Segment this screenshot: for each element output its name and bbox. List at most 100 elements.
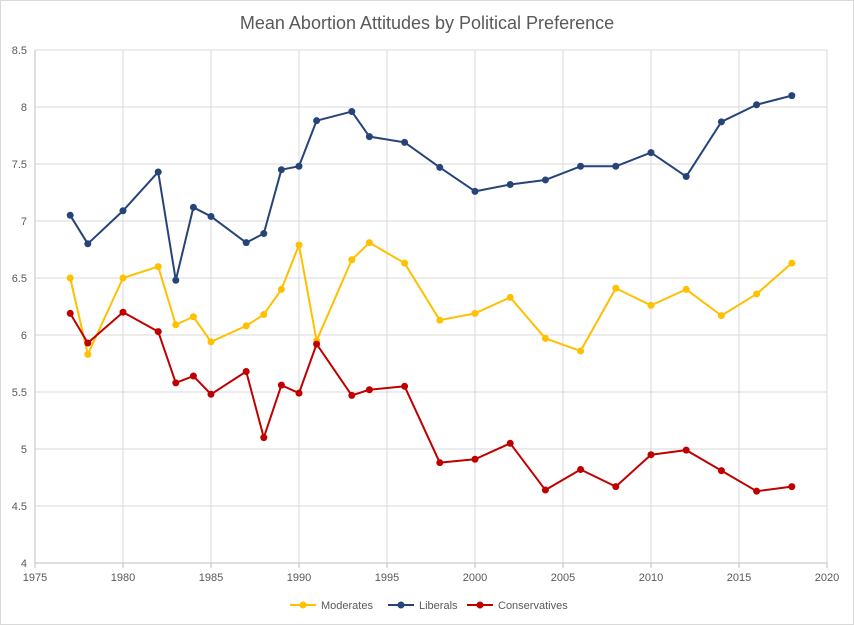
legend-label-liberals: Liberals [419,600,458,612]
data-point-liberals [506,181,514,189]
data-point-liberals [313,117,321,125]
y-tick-label: 6 [21,330,27,342]
chart-title: Mean Abortion Attitudes by Political Pre… [240,13,614,33]
x-tick-label: 2015 [727,572,751,584]
data-point-moderates [647,301,655,309]
data-point-moderates [66,274,74,282]
data-point-moderates [277,285,285,293]
data-point-moderates [788,259,796,267]
data-point-liberals [365,133,373,141]
data-point-liberals [436,163,444,171]
data-point-conservatives [577,466,585,474]
series-line-conservatives [69,311,792,493]
y-tick-label: 8.5 [12,45,27,57]
data-point-conservatives [365,386,373,394]
data-point-conservatives [682,446,690,454]
data-point-conservatives [260,434,268,442]
legend-label-conservatives: Conservatives [498,600,568,612]
data-point-conservatives [172,379,180,387]
x-tick-label: 1995 [375,572,399,584]
data-point-moderates [436,316,444,324]
data-point-liberals [66,211,74,219]
data-point-liberals [647,149,655,157]
data-point-moderates [119,274,127,282]
data-point-moderates [172,321,180,329]
data-point-liberals [172,276,180,284]
data-point-liberals [788,92,796,100]
data-point-liberals [348,108,356,116]
legend-marker-liberals [397,601,405,609]
y-tick-label: 6.5 [12,273,27,285]
data-point-moderates [682,285,690,293]
data-point-conservatives [66,309,74,317]
x-tick-label: 1980 [111,572,135,584]
data-point-conservatives [436,459,444,467]
data-point-liberals [154,168,162,176]
data-point-conservatives [506,439,514,447]
data-point-liberals [260,230,268,238]
y-tick-label: 7 [21,216,27,228]
data-point-moderates [717,312,725,320]
data-point-moderates [242,322,250,330]
data-point-conservatives [313,340,321,348]
data-point-conservatives [753,487,761,495]
data-point-moderates [541,334,549,342]
data-point-moderates [348,256,356,264]
data-point-liberals [84,240,92,248]
data-point-conservatives [154,328,162,336]
x-tick-label: 1975 [23,572,47,584]
data-point-moderates [506,293,514,301]
data-point-liberals [401,138,409,146]
data-point-conservatives [612,483,620,491]
data-point-liberals [682,173,690,181]
data-point-liberals [541,176,549,184]
data-point-conservatives [541,486,549,494]
data-point-conservatives [401,382,409,390]
data-point-moderates [260,310,268,318]
data-point-moderates [365,239,373,247]
data-point-liberals [295,162,303,170]
legend: Moderates Liberals Conservatives [290,600,568,612]
data-point-liberals [119,207,127,215]
data-point-moderates [471,309,479,317]
data-point-liberals [577,162,585,170]
y-tick-label: 5 [21,444,27,456]
legend-marker-moderates [299,601,307,609]
y-tick-label: 8 [21,102,27,114]
data-point-moderates [577,347,585,355]
data-point-liberals [612,162,620,170]
data-point-moderates [207,338,215,346]
data-point-liberals [189,203,197,211]
x-tick-label: 1990 [287,572,311,584]
x-tick-label: 1985 [199,572,223,584]
data-point-liberals [753,101,761,109]
series-line-moderates [69,241,793,356]
series-group [66,92,796,495]
y-tick-label: 7.5 [12,159,27,171]
data-point-conservatives [277,381,285,389]
data-point-liberals [277,166,285,174]
y-tick-label: 4 [21,558,27,570]
data-point-moderates [84,350,92,358]
x-tick-label: 2010 [639,572,663,584]
data-point-liberals [207,212,215,220]
y-tick-label: 4.5 [12,501,27,513]
data-point-moderates [401,259,409,267]
legend-marker-conservatives [476,601,484,609]
data-point-conservatives [242,367,250,375]
series-line-liberals [69,94,793,282]
data-point-conservatives [295,389,303,397]
data-point-conservatives [348,391,356,399]
data-point-conservatives [119,308,127,316]
legend-label-moderates: Moderates [321,600,373,612]
data-point-conservatives [84,339,92,347]
data-point-liberals [717,118,725,126]
data-point-conservatives [717,467,725,475]
data-point-conservatives [647,451,655,459]
data-point-moderates [189,313,197,321]
data-point-moderates [295,241,303,249]
data-point-liberals [242,239,250,247]
x-tick-label: 2020 [815,572,839,584]
data-point-conservatives [189,372,197,380]
